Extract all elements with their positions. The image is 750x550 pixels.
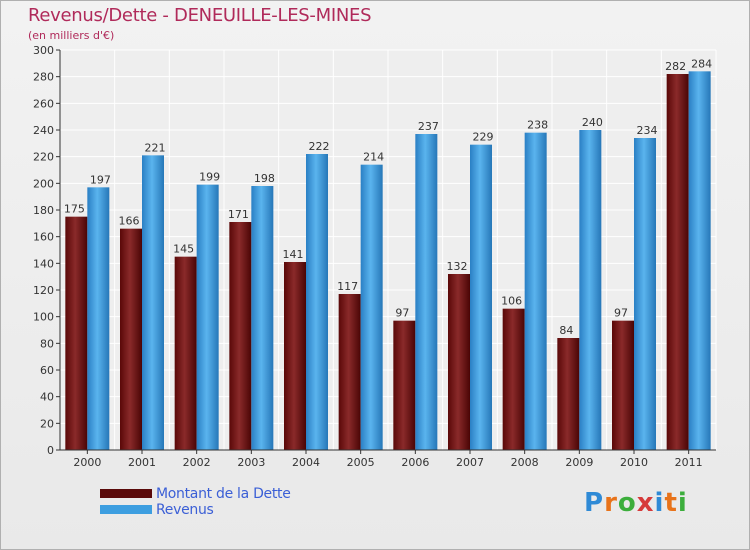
data-label-dette: 97	[395, 307, 409, 320]
y-tick-label: 300	[33, 44, 54, 57]
legend-swatch-dette	[100, 489, 152, 498]
data-label-revenus: 222	[309, 140, 330, 153]
proxiti-logo: Proxiti	[584, 488, 688, 518]
bar-dette	[666, 74, 689, 450]
data-label-revenus: 234	[637, 124, 658, 137]
y-tick-label: 200	[33, 177, 54, 190]
bar-revenus	[688, 71, 711, 450]
bar-revenus	[579, 130, 602, 450]
data-label-revenus: 238	[527, 119, 548, 132]
bar-revenus	[634, 138, 656, 450]
x-tick-label: 2003	[237, 456, 265, 469]
y-tick-label: 260	[33, 97, 54, 110]
bar-revenus	[470, 144, 492, 450]
y-tick-label: 40	[40, 391, 54, 404]
data-label-dette: 282	[665, 60, 686, 73]
data-label-dette: 141	[283, 248, 304, 261]
bar-revenus	[415, 134, 438, 450]
data-label-dette: 132	[447, 260, 468, 273]
y-tick-label: 0	[47, 444, 54, 457]
bar-revenus	[142, 155, 164, 451]
y-tick-label: 280	[33, 71, 54, 84]
bar-dette	[65, 216, 88, 450]
y-tick-label: 240	[33, 124, 54, 137]
data-label-revenus: 198	[254, 172, 275, 185]
logo-letter: r	[604, 488, 618, 518]
legend-swatch-revenus	[100, 505, 152, 514]
x-tick-label: 2000	[73, 456, 101, 469]
data-label-dette: 175	[64, 203, 85, 216]
y-tick-label: 120	[33, 284, 54, 297]
data-label-revenus: 237	[418, 120, 439, 133]
data-label-revenus: 284	[691, 57, 712, 70]
bar-dette	[120, 228, 142, 450]
bar-revenus	[87, 187, 110, 451]
x-tick-label: 2004	[292, 456, 320, 469]
legend-label-revenus: Revenus	[156, 502, 214, 518]
bar-dette	[174, 256, 197, 450]
bar-revenus	[306, 154, 328, 450]
data-label-revenus: 197	[90, 173, 111, 186]
bar-dette	[229, 222, 252, 450]
y-tick-label: 20	[40, 417, 54, 430]
legend-label-dette: Montant de la Dette	[156, 486, 291, 502]
x-tick-label: 2001	[128, 456, 156, 469]
data-label-dette: 106	[501, 295, 522, 308]
data-label-dette: 117	[337, 280, 358, 293]
data-label-revenus: 221	[145, 141, 166, 154]
x-tick-label: 2011	[675, 456, 703, 469]
bar-dette	[338, 294, 361, 450]
bar-revenus	[251, 186, 274, 450]
y-tick-label: 220	[33, 151, 54, 164]
y-tick-label: 60	[40, 364, 54, 377]
y-tick-label: 140	[33, 257, 54, 270]
x-tick-label: 2006	[401, 456, 429, 469]
data-label-dette: 97	[614, 307, 628, 320]
bar-revenus	[196, 184, 219, 450]
y-tick-label: 80	[40, 337, 54, 350]
bar-dette	[502, 308, 525, 450]
y-tick-label: 160	[33, 231, 54, 244]
bar-dette	[284, 262, 306, 450]
bar-dette	[393, 320, 416, 450]
logo-letter: i	[677, 488, 688, 518]
chart-title: Revenus/Dette - DENEUILLE-LES-MINES	[28, 5, 372, 26]
x-tick-label: 2009	[565, 456, 593, 469]
bar-revenus	[360, 164, 383, 450]
bar-revenus	[524, 132, 547, 450]
x-tick-label: 2008	[511, 456, 539, 469]
logo-letter: x	[636, 488, 655, 518]
logo-letter: t	[664, 488, 678, 518]
data-label-revenus: 214	[363, 151, 384, 164]
bar-dette	[557, 338, 580, 450]
data-label-dette: 166	[119, 215, 140, 228]
data-label-revenus: 199	[199, 171, 220, 184]
x-tick-label: 2002	[183, 456, 211, 469]
chart-subtitle: (en milliers d'€)	[28, 29, 115, 42]
x-tick-label: 2010	[620, 456, 648, 469]
data-label-revenus: 229	[473, 131, 494, 144]
bar-dette	[612, 320, 634, 450]
logo-letter: i	[654, 488, 665, 518]
y-tick-label: 180	[33, 204, 54, 217]
data-label-dette: 84	[559, 324, 573, 337]
bar-dette	[448, 274, 470, 450]
data-label-revenus: 240	[582, 116, 603, 129]
logo-letter: P	[584, 488, 605, 518]
logo-letter: o	[617, 488, 637, 518]
data-label-dette: 145	[173, 243, 194, 256]
data-label-dette: 171	[228, 208, 249, 221]
x-tick-label: 2005	[347, 456, 375, 469]
y-tick-label: 100	[33, 311, 54, 324]
x-tick-label: 2007	[456, 456, 484, 469]
